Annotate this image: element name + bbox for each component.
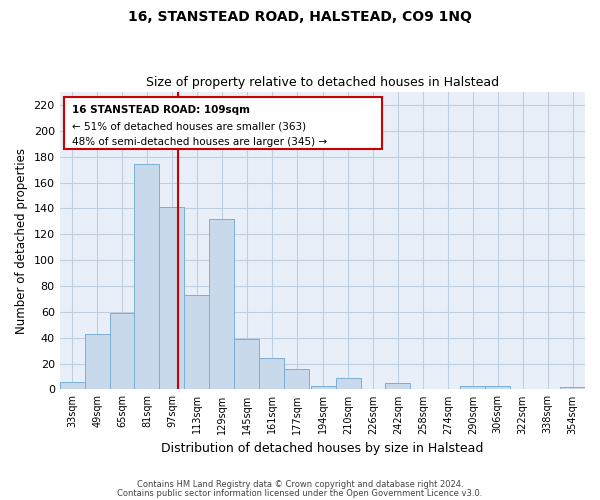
Text: 16, STANSTEAD ROAD, HALSTEAD, CO9 1NQ: 16, STANSTEAD ROAD, HALSTEAD, CO9 1NQ [128,10,472,24]
Bar [485,386,510,390]
X-axis label: Distribution of detached houses by size in Halstead: Distribution of detached houses by size … [161,442,484,455]
Bar [560,387,585,390]
Text: Contains public sector information licensed under the Open Government Licence v3: Contains public sector information licen… [118,489,482,498]
Text: ← 51% of detached houses are smaller (363): ← 51% of detached houses are smaller (36… [72,121,306,131]
Text: Contains HM Land Registry data © Crown copyright and database right 2024.: Contains HM Land Registry data © Crown c… [137,480,463,489]
FancyBboxPatch shape [64,97,382,149]
Bar [234,339,259,390]
Bar [460,386,485,390]
Title: Size of property relative to detached houses in Halstead: Size of property relative to detached ho… [146,76,499,90]
Bar [134,164,160,390]
Bar [284,368,309,390]
Text: 48% of semi-detached houses are larger (345) →: 48% of semi-detached houses are larger (… [72,138,327,147]
Y-axis label: Number of detached properties: Number of detached properties [15,148,28,334]
Bar [184,295,209,390]
Bar [209,219,234,390]
Bar [85,334,110,390]
Bar [259,358,284,390]
Bar [385,383,410,390]
Text: 16 STANSTEAD ROAD: 109sqm: 16 STANSTEAD ROAD: 109sqm [72,105,250,115]
Bar [335,378,361,390]
Bar [59,382,85,390]
Bar [110,313,134,390]
Bar [311,386,335,390]
Bar [160,207,184,390]
